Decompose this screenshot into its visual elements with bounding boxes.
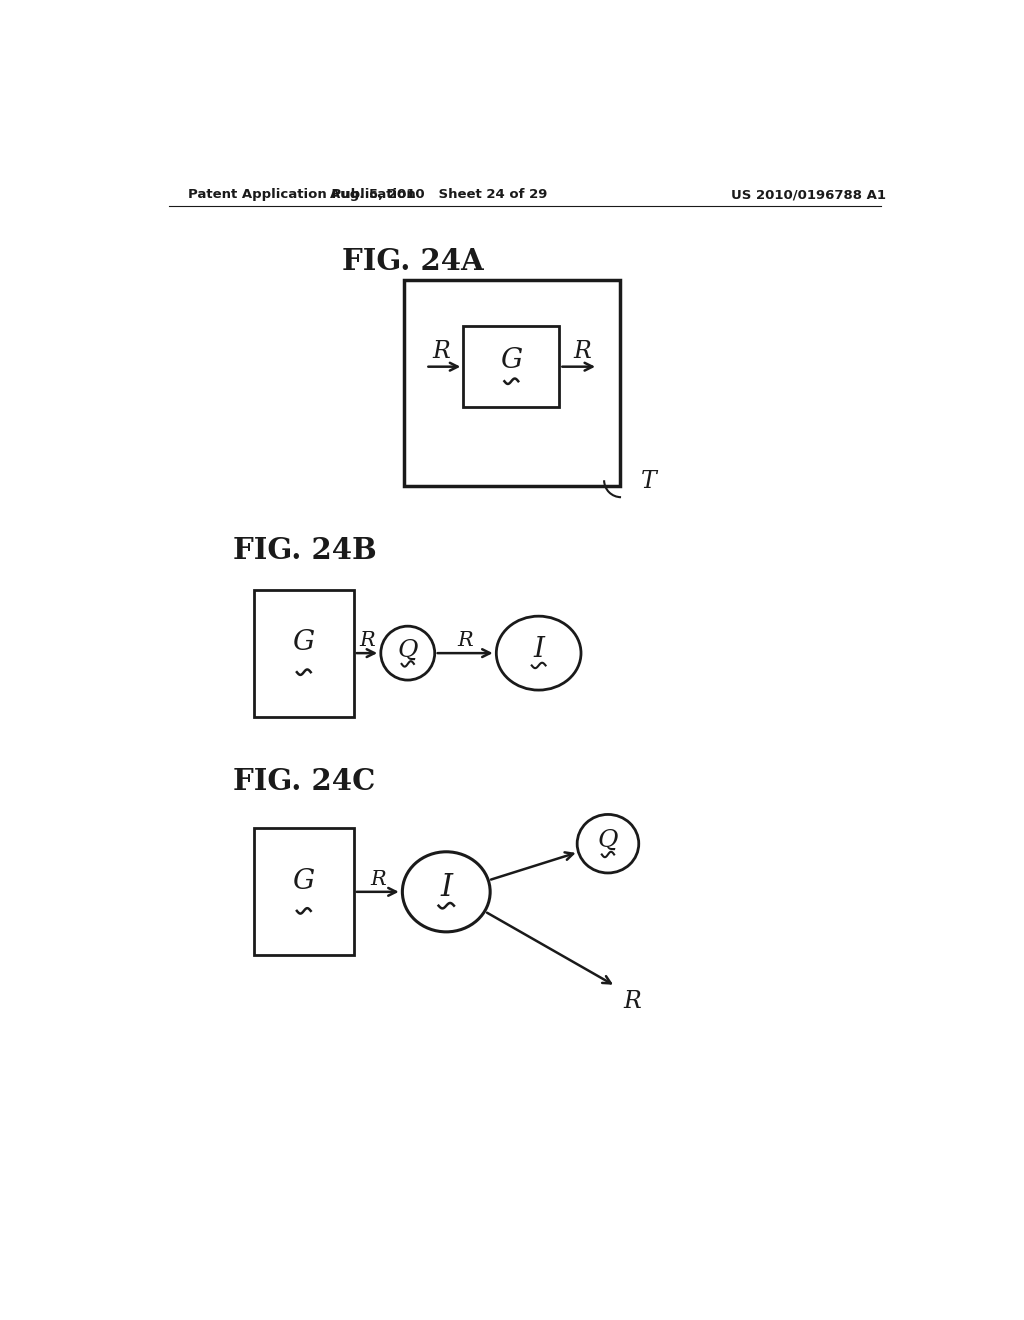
Bar [403,280,620,487]
Bar [254,590,354,717]
Text: G: G [501,347,522,374]
Text: FIG. 24B: FIG. 24B [233,536,377,565]
Text: R: R [432,339,450,363]
Bar [463,326,559,407]
Text: US 2010/0196788 A1: US 2010/0196788 A1 [731,187,886,201]
Text: R: R [624,990,641,1012]
Text: FIG. 24A: FIG. 24A [342,247,484,276]
Text: FIG. 24C: FIG. 24C [233,767,375,796]
Text: R: R [458,631,473,651]
Text: R: R [371,870,386,888]
Ellipse shape [578,814,639,873]
Text: R: R [359,631,375,651]
Text: Patent Application Publication: Patent Application Publication [188,187,416,201]
Ellipse shape [381,626,435,680]
Text: G: G [293,630,314,656]
Text: R: R [573,339,592,363]
Text: T: T [641,470,656,492]
Ellipse shape [402,851,490,932]
Text: G: G [293,869,314,895]
Text: Aug. 5, 2010   Sheet 24 of 29: Aug. 5, 2010 Sheet 24 of 29 [330,187,547,201]
Text: Q: Q [397,639,418,661]
Text: Q: Q [598,829,618,853]
Ellipse shape [497,616,581,690]
Bar [254,829,354,956]
Text: I: I [440,873,453,903]
Text: I: I [534,636,544,663]
